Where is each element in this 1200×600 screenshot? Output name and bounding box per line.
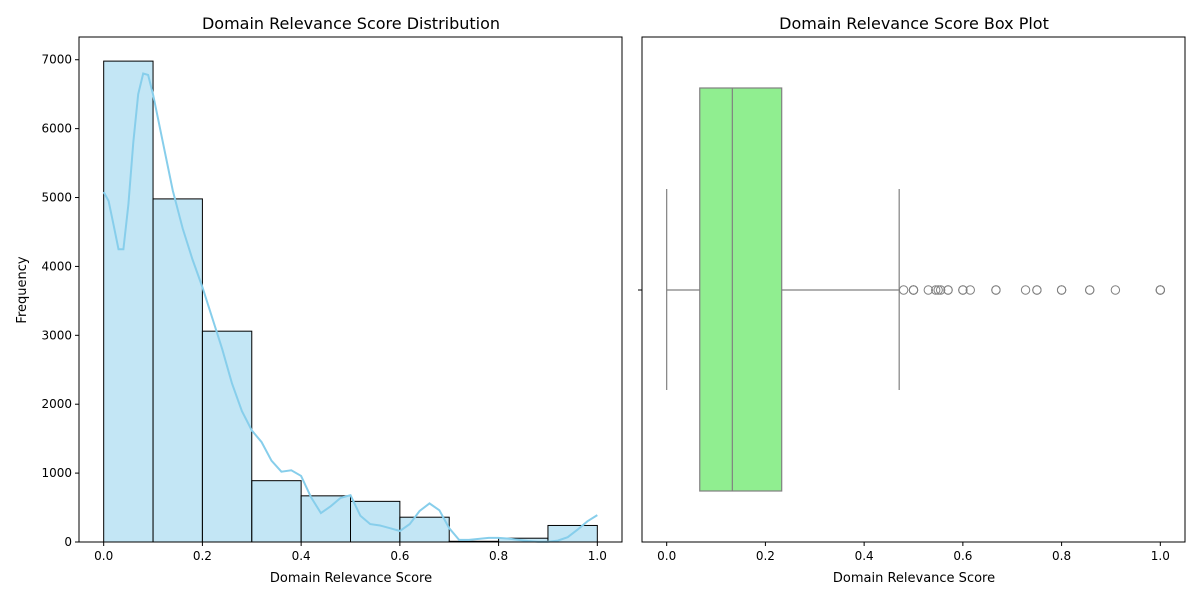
outlier-point — [1155, 285, 1166, 295]
boxplot-x-tick-label: 0.2 — [756, 549, 775, 563]
boxplot-x-tick-label: 0.0 — [657, 549, 676, 563]
outlier-point — [958, 285, 968, 295]
outlier-point — [1085, 285, 1095, 295]
histogram-bar-5 — [350, 500, 401, 543]
boxplot-x-tick-label: 1.0 — [1151, 549, 1170, 563]
outlier-point — [1110, 285, 1121, 295]
boxplot-x-tick-label: 0.8 — [1052, 549, 1071, 563]
histogram-bar-3 — [251, 480, 302, 543]
outlier-point — [1032, 285, 1042, 295]
boxplot-x-tick-label: 0.4 — [855, 549, 874, 563]
histogram-bar-4 — [300, 495, 351, 543]
outlier-point — [931, 285, 941, 295]
histogram-y-tick-label: 0 — [64, 535, 72, 549]
histogram-y-tick-label: 5000 — [41, 191, 72, 205]
histogram-y-tick-label: 6000 — [41, 122, 72, 136]
histogram-bar-1 — [152, 198, 203, 543]
histogram-bar-0 — [103, 60, 154, 543]
outlier-point — [908, 285, 919, 295]
histogram-x-tick-label: 0.6 — [390, 549, 409, 563]
outlier-point — [991, 285, 1001, 295]
boxplot-panel: Domain Relevance Score Box Plot 0.0 0.2 0.… — [638, 14, 1186, 586]
outlier-point — [1020, 285, 1031, 295]
boxplot-elements — [666, 87, 900, 492]
histogram-x-tick-label: 1.0 — [588, 549, 607, 563]
histogram-y-tick-label: 3000 — [41, 328, 72, 342]
histogram-y-tick-label: 4000 — [41, 259, 72, 273]
outlier-point — [1056, 285, 1067, 295]
boxplot-x-tick-label: 0.6 — [953, 549, 972, 563]
outlier-point — [965, 285, 975, 295]
boxplot-x-label: Domain Relevance Score — [833, 571, 995, 586]
histogram-x-tick-label: 0.2 — [193, 549, 212, 563]
boxplot-title: Domain Relevance Score Box Plot — [779, 14, 1049, 33]
histogram-y-tick-label: 1000 — [41, 466, 72, 480]
histogram-title: Domain Relevance Score Distribution — [202, 14, 500, 33]
outlier-point — [923, 285, 934, 295]
iqr-box — [699, 87, 783, 492]
outlier-point — [935, 285, 946, 295]
outlier-point — [898, 285, 909, 295]
boxplot-outliers — [898, 285, 1166, 295]
kde-curve — [102, 72, 598, 543]
histogram-y-tick-label: 7000 — [41, 53, 72, 67]
histogram-y-ticks: 0 1000 2000 3000 4000 5000 6000 7000 — [41, 53, 79, 549]
histogram-x-ticks: 0.0 0.2 0.4 0.6 0.8 1.0 — [94, 542, 607, 563]
histogram-frame — [78, 36, 623, 543]
histogram-panel: Domain Relevance Score Distribution 0.0 0… — [15, 14, 623, 586]
histogram-x-tick-label: 0.4 — [292, 549, 311, 563]
histogram-bar-6 — [399, 516, 450, 543]
histogram-y-tick-label: 2000 — [41, 397, 72, 411]
boxplot-x-ticks: 0.0 0.2 0.4 0.6 0.8 1.0 — [657, 542, 1170, 563]
histogram-x-label: Domain Relevance Score — [270, 571, 432, 586]
outlier-point — [943, 285, 953, 295]
histogram-x-tick-label: 0.8 — [489, 549, 508, 563]
histogram-x-tick-label: 0.0 — [94, 549, 113, 563]
outlier-point — [933, 285, 943, 295]
histogram-bars — [103, 60, 598, 543]
histogram-y-label: Frequency — [15, 256, 30, 323]
